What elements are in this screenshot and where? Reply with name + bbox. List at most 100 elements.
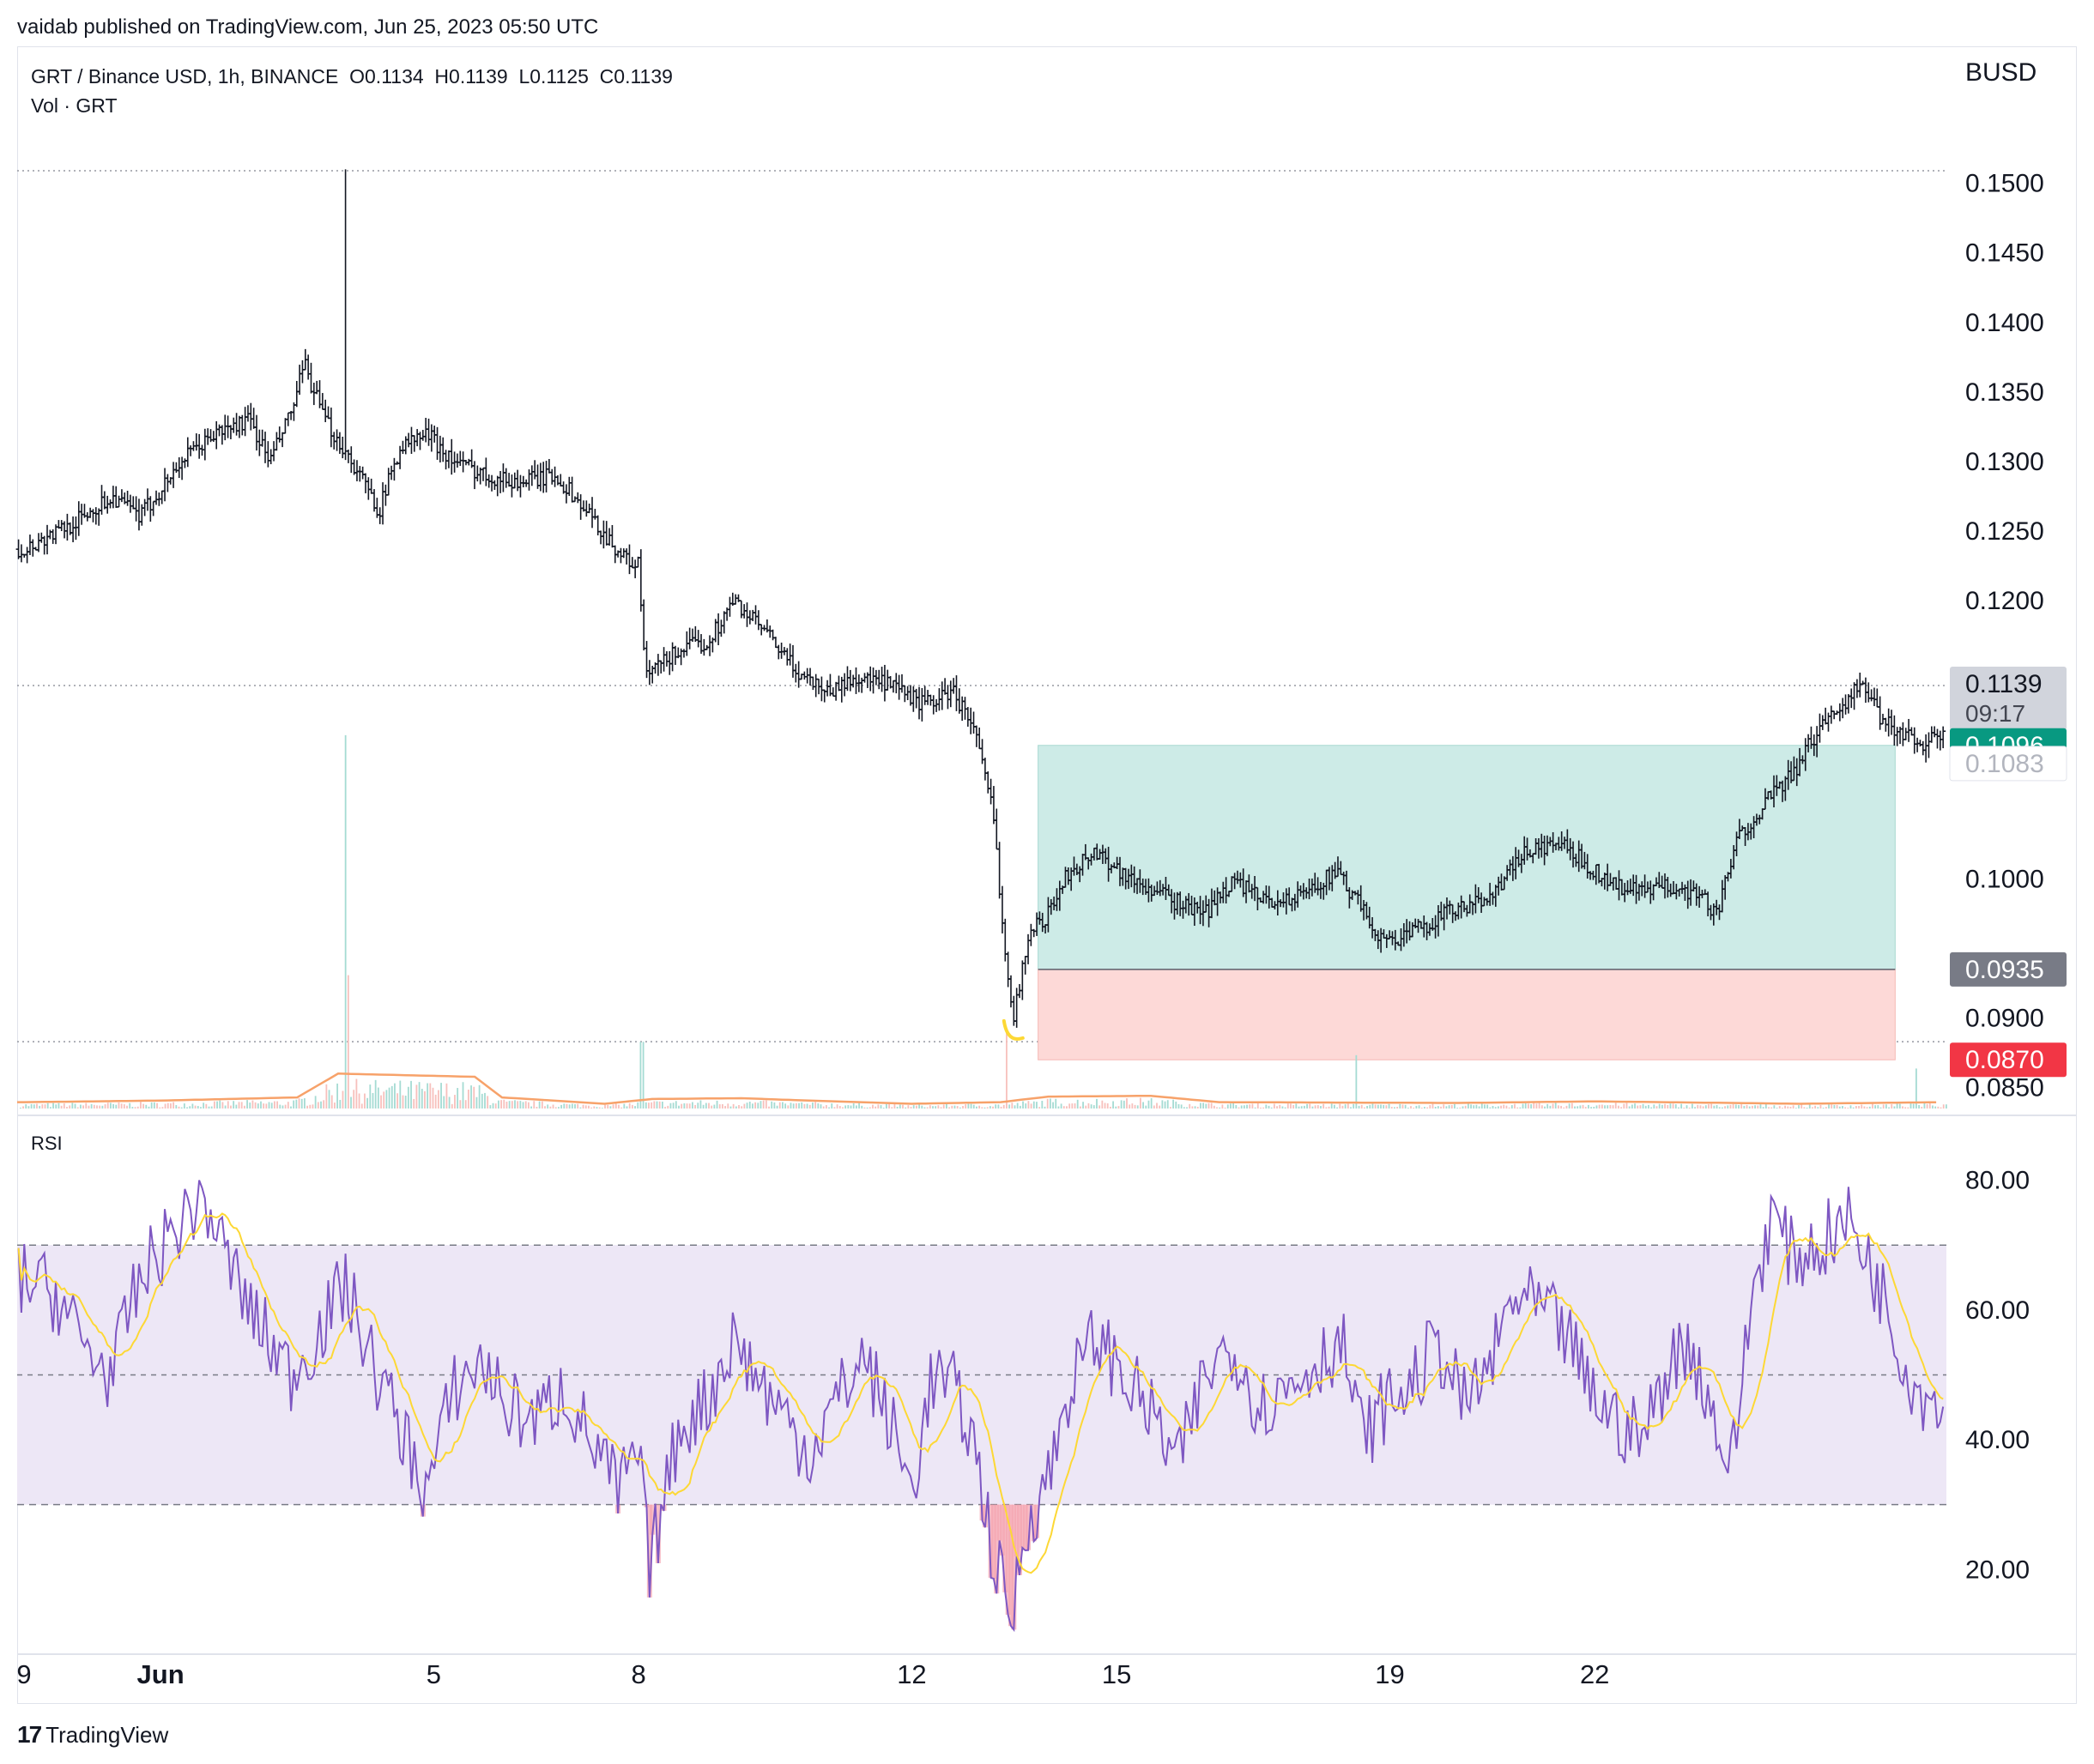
volume-bar	[549, 1106, 552, 1109]
volume-bar	[1497, 1106, 1499, 1109]
volume-bar	[1879, 1107, 1882, 1109]
volume-bar	[1156, 1102, 1158, 1109]
volume-bar	[776, 1105, 778, 1109]
volume-bar	[355, 1078, 358, 1109]
volume-bar	[1295, 1103, 1298, 1109]
volume-bar	[336, 1083, 339, 1109]
volume-bar	[1339, 1103, 1341, 1109]
volume-bar	[1620, 1107, 1623, 1109]
volume-bar	[1710, 1103, 1713, 1109]
volume-bar	[1336, 1107, 1338, 1109]
volume-bar	[1595, 1105, 1598, 1109]
volume-bar	[1341, 1105, 1344, 1109]
volume-bar	[702, 1104, 705, 1109]
volume-bar	[852, 1102, 855, 1109]
volume-bar	[1768, 1107, 1770, 1109]
volume-bar	[773, 1102, 776, 1109]
volume-bar	[905, 1107, 907, 1109]
price-tick-label: 0.1250	[1965, 517, 2044, 546]
volume-bar	[1394, 1107, 1395, 1109]
volume-bar	[596, 1107, 598, 1109]
rsi-line	[17, 1180, 1945, 1633]
volume-bar	[1612, 1105, 1614, 1109]
volume-bar	[314, 1096, 317, 1109]
volume-bar	[1934, 1106, 1937, 1109]
volume-bar	[1145, 1105, 1147, 1109]
volume-bar	[658, 1101, 661, 1109]
volume-bar	[1789, 1106, 1792, 1109]
volume-bar	[1473, 1105, 1475, 1109]
volume-bar	[1189, 1103, 1191, 1109]
volume-bar	[120, 1103, 123, 1109]
volume-bar	[1885, 1104, 1887, 1109]
volume-bar	[1584, 1107, 1587, 1109]
volume-bar	[618, 1104, 620, 1109]
volume-bar	[93, 1104, 95, 1109]
volume-bar	[1863, 1106, 1866, 1109]
volume-bar	[1450, 1104, 1453, 1109]
volume-bar	[880, 1105, 882, 1109]
volume-bar	[22, 1106, 24, 1109]
volume-bar	[675, 1101, 677, 1109]
volume-bar	[579, 1107, 582, 1109]
volume-bar	[224, 1105, 227, 1109]
volume-bar	[1014, 1105, 1016, 1109]
volume-bar	[1942, 1104, 1945, 1109]
tradingview-logo[interactable]: 17 TradingView	[17, 1721, 168, 1749]
rsi-legend[interactable]: RSI	[31, 1133, 63, 1154]
volume-bar	[1759, 1104, 1762, 1109]
volume-bar	[1038, 1107, 1041, 1109]
volume-bar	[1016, 1102, 1019, 1109]
volume-bar	[940, 1107, 942, 1109]
volume-bar	[1852, 1107, 1855, 1109]
position-tool[interactable]	[1038, 745, 1896, 1060]
volume-bar	[598, 1107, 601, 1109]
date-tick-label: 15	[1102, 1659, 1131, 1689]
volume-bar	[57, 1102, 60, 1109]
volume-bar	[1325, 1107, 1328, 1109]
currency-label[interactable]: BUSD	[1965, 58, 2037, 87]
volume-bar	[820, 1104, 822, 1109]
volume-bar	[1216, 1107, 1218, 1109]
price-label-box	[1949, 746, 2067, 782]
volume-bar	[1437, 1106, 1439, 1109]
volume-bar	[1194, 1106, 1196, 1109]
volume-bar	[240, 1102, 243, 1109]
volume-bar	[1921, 1106, 1923, 1109]
volume-bar	[1510, 1105, 1513, 1109]
volume-bar	[500, 1100, 502, 1109]
volume-bar	[1265, 1104, 1268, 1109]
volume-bar	[309, 1104, 312, 1109]
volume-bar	[1410, 1106, 1412, 1109]
volume-bar	[614, 1103, 617, 1109]
volume-bar	[1907, 1107, 1909, 1109]
volume-bar	[358, 1093, 360, 1109]
volume-bar	[1011, 1102, 1014, 1109]
volume-bar	[1544, 1106, 1546, 1109]
volume-bar	[1140, 1097, 1141, 1109]
volume-bar	[1462, 1106, 1464, 1109]
volume-bar	[1508, 1107, 1510, 1109]
volume-legend[interactable]: Vol · GRT	[31, 94, 118, 117]
volume-bar	[312, 1104, 314, 1109]
volume-bar	[808, 1104, 811, 1109]
volume-bar	[323, 1100, 325, 1109]
volume-bar	[1309, 1103, 1311, 1109]
volume-bar	[530, 1106, 533, 1109]
volume-bar	[210, 1106, 213, 1109]
volume-bar	[44, 1104, 46, 1109]
volume-bar	[257, 1103, 259, 1109]
volume-bar	[99, 1105, 101, 1109]
volume-bar	[104, 1104, 106, 1109]
volume-bar	[967, 1103, 970, 1109]
volume-bar	[200, 1107, 202, 1109]
price-label-box	[1950, 667, 2067, 731]
volume-bar	[90, 1103, 93, 1109]
volume-bar	[1784, 1105, 1787, 1109]
symbol-legend[interactable]: GRT / Binance USD, 1h, BINANCE O0.1134 H…	[31, 65, 673, 88]
volume-bar	[484, 1092, 486, 1109]
volume-bar	[1347, 1103, 1349, 1109]
volume-bar	[287, 1102, 289, 1109]
